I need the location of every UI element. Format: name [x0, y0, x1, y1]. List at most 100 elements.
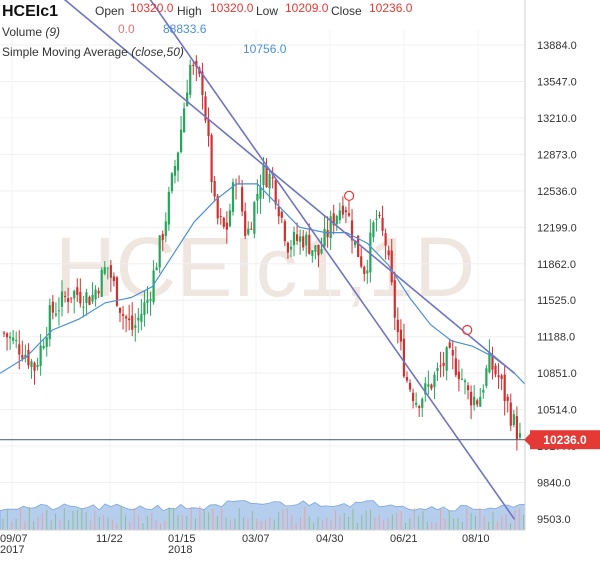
y-tick-label: 12536.0 — [537, 186, 577, 198]
grid — [0, 30, 525, 520]
legend: HCEIc1 Open 10320.0 High 10320.0 Low 102… — [2, 1, 413, 59]
candle-body — [460, 378, 464, 380]
candle-body — [396, 319, 399, 333]
volume-area — [0, 500, 526, 531]
candle-body — [375, 218, 378, 220]
channel-upper-line — [63, 0, 516, 374]
candle-body — [378, 214, 381, 216]
candle-body — [109, 265, 112, 278]
candle-body — [158, 235, 161, 268]
candle-body — [73, 290, 76, 299]
candle-body — [94, 289, 97, 300]
candle-body — [509, 402, 512, 426]
candle-body — [320, 249, 323, 254]
candle-body — [60, 291, 64, 307]
candle-body — [106, 267, 109, 269]
candle-body — [231, 182, 235, 212]
candle-body — [247, 228, 250, 235]
candle-body — [372, 222, 375, 238]
candle-body — [399, 329, 402, 342]
volume-legend-label: Volume (9) — [2, 25, 60, 39]
candle-body — [85, 292, 88, 304]
candle-body — [515, 416, 518, 440]
channel-marker — [462, 324, 473, 336]
candle-body — [204, 96, 207, 121]
candle-body — [112, 276, 116, 282]
x-tick-label: 06/21 — [390, 533, 418, 545]
candle-body — [430, 384, 433, 389]
low-label: Low — [256, 4, 278, 18]
candle-body — [63, 296, 67, 298]
candle-body — [277, 206, 280, 217]
candle-body — [347, 213, 351, 216]
candle-body — [70, 297, 73, 299]
candle-body — [9, 336, 12, 339]
candle-body — [280, 211, 283, 218]
channel-lower-line — [149, 0, 516, 520]
candle-body — [24, 354, 27, 359]
x-tick-label: 03/07 — [242, 533, 270, 545]
candle-body — [482, 389, 485, 393]
candle-body — [271, 177, 274, 179]
candle-body — [228, 210, 232, 227]
candle-body — [314, 245, 317, 252]
high-value: 10320.0 — [210, 1, 254, 15]
symbol-title: HCEIc1 — [2, 3, 58, 20]
candle-body — [317, 244, 320, 256]
candle-body — [457, 371, 460, 380]
candle-body — [155, 267, 158, 271]
candle-body — [176, 152, 180, 171]
candle-body — [15, 340, 18, 342]
candle-body — [152, 270, 155, 303]
candle-body — [295, 234, 299, 242]
low-value: 10209.0 — [285, 1, 329, 15]
candle-body — [466, 385, 470, 391]
candle-body — [97, 290, 100, 294]
x-tick-sublabel: 2017 — [0, 544, 24, 556]
candle-body — [170, 173, 174, 192]
y-tick-label: 13547.0 — [537, 76, 577, 88]
candle-body — [427, 384, 430, 387]
candle-body — [167, 191, 170, 225]
candle-body — [357, 235, 360, 257]
sma-legend-value: 10756.0 — [243, 42, 287, 56]
y-tick-label: 11188.0 — [537, 332, 575, 344]
candle-body — [442, 362, 445, 366]
candle-body — [491, 355, 494, 370]
y-tick-label: 11862.0 — [537, 259, 576, 271]
candle-body — [506, 396, 509, 401]
last-price-label: 10236.0 — [543, 433, 587, 447]
candle-body — [222, 217, 225, 227]
candle-body — [518, 433, 522, 438]
candle-body — [262, 165, 265, 185]
candle-body — [210, 135, 213, 183]
close-value: 10236.0 — [369, 1, 413, 15]
candle-body — [415, 402, 418, 405]
candle-body — [131, 315, 134, 330]
candle-body — [115, 277, 119, 306]
candle-body — [100, 269, 103, 297]
candle-body — [161, 234, 164, 241]
candle-body — [48, 305, 51, 340]
candle-body — [286, 242, 290, 253]
candle-body — [451, 349, 454, 356]
candle-body — [299, 236, 302, 242]
y-tick-label: 13884.0 — [537, 40, 577, 52]
candle-body — [344, 210, 348, 213]
candle-body — [289, 246, 293, 250]
candle-body — [335, 216, 338, 225]
candle-body — [189, 64, 192, 95]
candle-body — [268, 173, 271, 189]
candle-body — [329, 216, 332, 239]
y-axis: 13884.0 13547.0 13210.0 12873.0 12536.0 12199… — [524, 0, 577, 530]
candle-body — [164, 221, 167, 237]
candle-body — [253, 202, 256, 234]
candle-body — [79, 291, 82, 304]
candle-body — [143, 302, 146, 315]
candle-body — [366, 270, 369, 274]
candle-body — [225, 222, 228, 230]
candle-body — [503, 374, 506, 401]
candle-body — [405, 376, 409, 381]
